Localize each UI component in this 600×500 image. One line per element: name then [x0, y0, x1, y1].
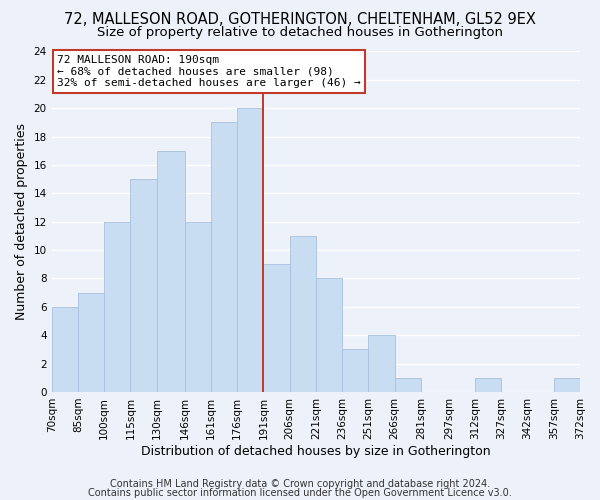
Bar	[342, 350, 368, 392]
Bar	[290, 236, 316, 392]
Bar	[237, 108, 263, 392]
Text: 72, MALLESON ROAD, GOTHERINGTON, CHELTENHAM, GL52 9EX: 72, MALLESON ROAD, GOTHERINGTON, CHELTEN…	[64, 12, 536, 28]
Bar	[157, 151, 185, 392]
Bar	[475, 378, 501, 392]
Bar	[263, 264, 290, 392]
Text: Contains HM Land Registry data © Crown copyright and database right 2024.: Contains HM Land Registry data © Crown c…	[110, 479, 490, 489]
Bar	[368, 335, 395, 392]
Bar	[52, 307, 78, 392]
Text: Contains public sector information licensed under the Open Government Licence v3: Contains public sector information licen…	[88, 488, 512, 498]
X-axis label: Distribution of detached houses by size in Gotherington: Distribution of detached houses by size …	[141, 444, 491, 458]
Y-axis label: Number of detached properties: Number of detached properties	[15, 123, 28, 320]
Bar	[185, 222, 211, 392]
Bar	[395, 378, 421, 392]
Bar	[130, 179, 157, 392]
Bar	[211, 122, 237, 392]
Bar	[78, 292, 104, 392]
Bar	[316, 278, 342, 392]
Text: Size of property relative to detached houses in Gotherington: Size of property relative to detached ho…	[97, 26, 503, 39]
Text: 72 MALLESON ROAD: 190sqm
← 68% of detached houses are smaller (98)
32% of semi-d: 72 MALLESON ROAD: 190sqm ← 68% of detach…	[57, 55, 361, 88]
Bar	[554, 378, 580, 392]
Bar	[104, 222, 130, 392]
